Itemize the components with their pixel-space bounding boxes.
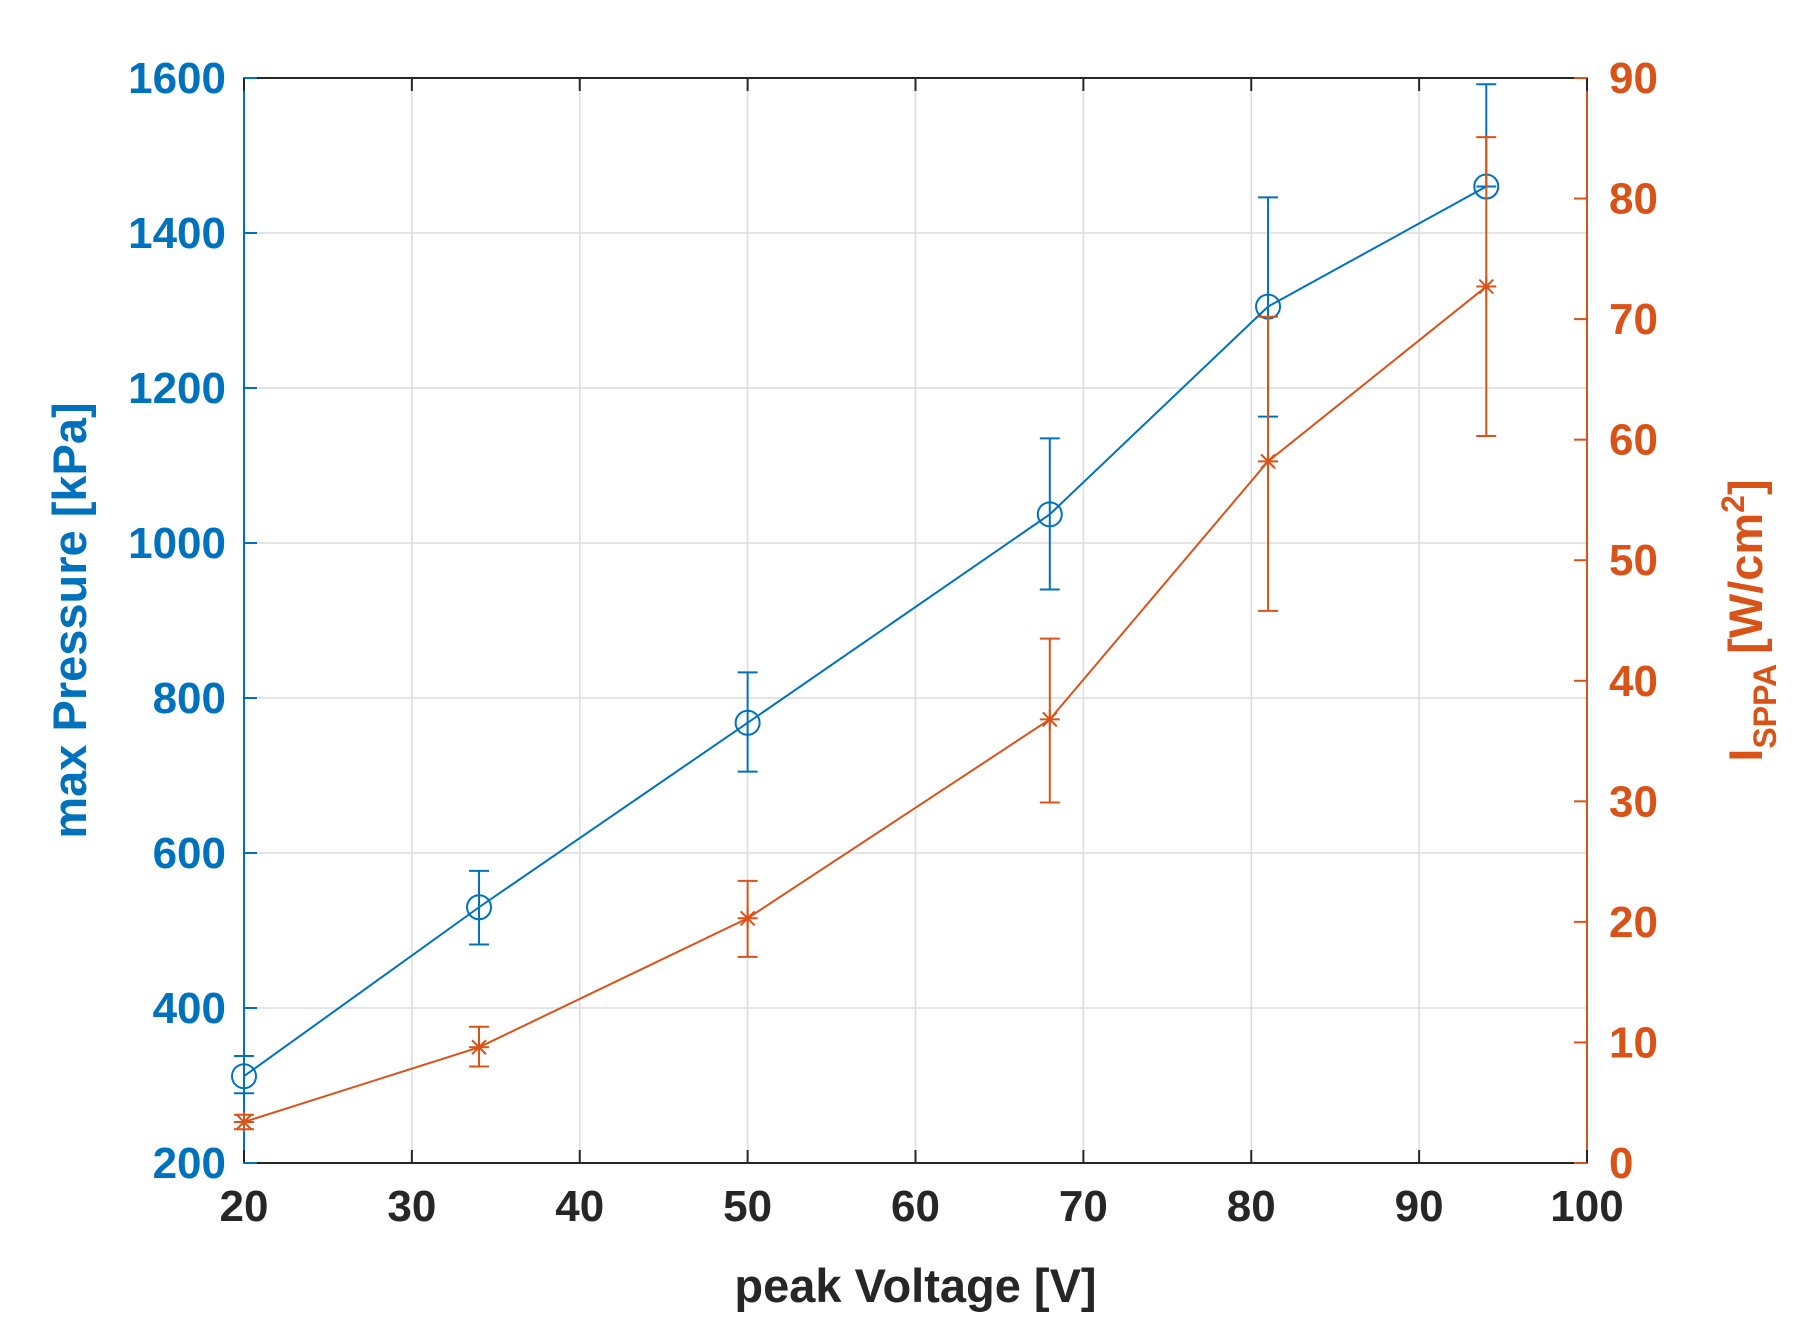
y-right-tick-label: 80	[1609, 175, 1658, 224]
y-right-tick-label: 50	[1609, 536, 1658, 585]
y-right-tick-label: 60	[1609, 416, 1658, 465]
x-tick-label: 40	[555, 1182, 604, 1231]
y-axis-right-label-close: ]	[1719, 479, 1772, 495]
asterisk-stroke	[1042, 711, 1058, 728]
y-right-tick-label: 20	[1609, 898, 1658, 947]
data-point	[234, 1112, 254, 1133]
x-axis-label: peak Voltage [V]	[734, 1259, 1096, 1312]
y-axis-right-label-main: I	[1719, 749, 1772, 762]
data-point	[231, 1063, 257, 1090]
series-pressure	[231, 83, 1500, 1095]
y-left-tick-label: 1000	[128, 519, 226, 568]
series-line	[243, 185, 1487, 1078]
x-tick-label: 20	[220, 1182, 269, 1231]
data-point	[1476, 276, 1497, 297]
series-line	[243, 285, 1487, 1123]
y-right-tick-label: 0	[1609, 1139, 1633, 1188]
asterisk-stroke	[236, 1114, 252, 1130]
y-right-tick-label: 40	[1609, 657, 1658, 706]
error-bar	[234, 1055, 254, 1095]
y-right-tick-label: 90	[1609, 54, 1658, 103]
x-tick-label: 100	[1550, 1182, 1623, 1231]
y-axis-left-label: max Pressure [kPa]	[43, 402, 96, 838]
x-tick-label: 70	[1059, 1182, 1108, 1231]
data-point	[469, 1037, 490, 1058]
grid	[244, 78, 1587, 1163]
series-layer	[231, 83, 1500, 1133]
asterisk-stroke	[739, 910, 756, 926]
y-left-tick-label: 800	[153, 674, 226, 723]
y-left-tick-label: 600	[153, 829, 226, 878]
y-left-tick-label: 1200	[128, 364, 226, 413]
y-axis-right-label-subscript: SPPA	[1747, 664, 1783, 749]
y-right-tick-label: 10	[1609, 1018, 1658, 1067]
x-tick-label: 80	[1227, 1182, 1276, 1231]
y-right-tick-label: 30	[1609, 777, 1658, 826]
axes: 20 30 40 50 60 70 80 90 100200400600800100012001…	[128, 54, 1658, 1231]
y-left-tick-label: 1400	[128, 209, 226, 258]
error-bar	[469, 869, 490, 946]
error-bar	[1039, 437, 1060, 591]
error-bar	[737, 671, 758, 773]
x-tick-label: 60	[891, 1182, 940, 1231]
data-point	[1258, 451, 1279, 472]
asterisk-stroke	[1478, 278, 1494, 295]
y-left-tick-label: 1600	[128, 54, 226, 103]
y-left-tick-label: 400	[153, 984, 226, 1033]
data-point	[1039, 709, 1060, 730]
data-point	[734, 709, 761, 736]
data-point	[466, 894, 493, 921]
x-tick-label: 50	[723, 1182, 772, 1231]
data-point	[1036, 501, 1063, 528]
data-point	[737, 908, 758, 929]
y-left-tick-label: 200	[153, 1139, 226, 1188]
y-axis-right-label-unit: [W/cm	[1719, 513, 1772, 654]
y-axis-right-label-superscript: 2	[1715, 495, 1751, 513]
x-tick-label: 30	[387, 1182, 436, 1231]
series-isppa	[234, 136, 1497, 1133]
asterisk-stroke	[471, 1039, 487, 1055]
asterisk-stroke	[1260, 453, 1276, 470]
y-axis-right-label: ISPPA [W/cm2]	[1715, 479, 1783, 761]
x-tick-label: 90	[1395, 1182, 1444, 1231]
y-right-tick-label: 70	[1609, 295, 1658, 344]
